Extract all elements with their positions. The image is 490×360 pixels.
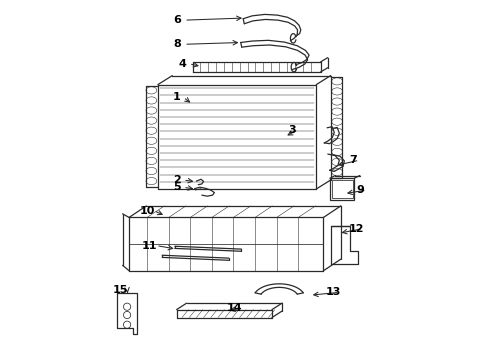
Text: 14: 14: [226, 303, 242, 313]
Text: 9: 9: [356, 185, 364, 195]
Text: 1: 1: [172, 92, 180, 102]
Text: 4: 4: [178, 59, 186, 69]
Text: 5: 5: [173, 182, 180, 192]
Bar: [330, 178, 354, 200]
Text: 8: 8: [174, 39, 182, 49]
Text: 3: 3: [288, 125, 295, 135]
Text: 6: 6: [174, 15, 182, 25]
Text: 11: 11: [142, 240, 157, 251]
Text: 15: 15: [113, 285, 128, 295]
Text: 2: 2: [172, 175, 180, 185]
Bar: [332, 180, 353, 198]
Text: 7: 7: [349, 155, 357, 165]
Text: 12: 12: [349, 224, 365, 234]
Text: 10: 10: [139, 206, 155, 216]
Text: 13: 13: [325, 287, 341, 297]
